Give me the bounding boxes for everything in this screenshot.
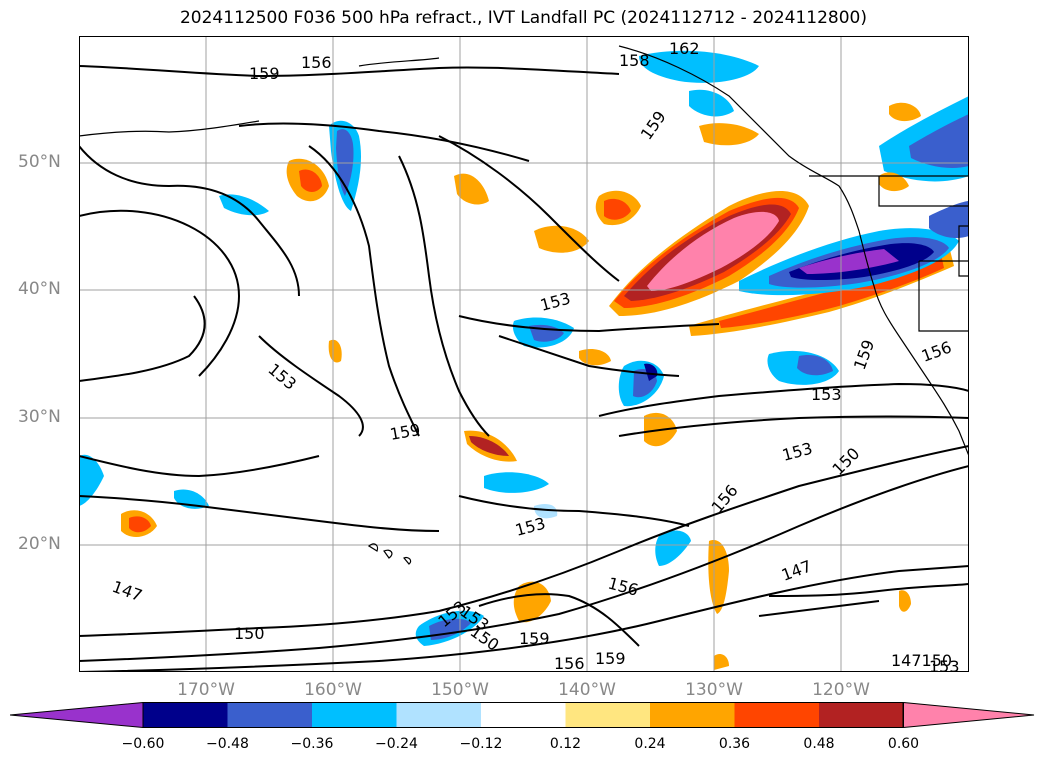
- colorbar-tick-label: 0.36: [718, 736, 751, 752]
- colorbar-segment: [143, 702, 228, 728]
- colorbar-tick-label: 0.24: [634, 736, 666, 752]
- contour-label: 159: [595, 649, 626, 668]
- contour-label: 159: [249, 64, 280, 83]
- contour-label: 156: [301, 53, 332, 72]
- lat-label: 40°N: [18, 279, 61, 299]
- map-panel: 162 158 159 156 159 153 153 159 153 156 …: [79, 36, 969, 672]
- contour-label: 153: [929, 657, 960, 672]
- colorbar-segment: [650, 702, 735, 728]
- coastline: [79, 45, 969, 565]
- colorbar-tick-label: −0.12: [459, 736, 503, 752]
- map-canvas: 162 158 159 156 159 153 153 159 153 156 …: [79, 36, 969, 672]
- contour-label: 158: [619, 51, 650, 70]
- map-title: 2024112500 F036 500 hPa refract., IVT La…: [179, 8, 867, 28]
- colorbar-segment: [481, 702, 566, 728]
- contour-label: 162: [669, 39, 700, 58]
- lat-label: 50°N: [18, 152, 61, 172]
- colorbar-tick-label: 0.12: [549, 736, 582, 752]
- colorbar-segment: [312, 702, 397, 728]
- colorbar-tick-label: −0.24: [375, 736, 418, 752]
- lon-label: 140°W: [558, 680, 616, 700]
- colorbar-segment: [227, 702, 313, 728]
- contour-label: 147150: [891, 651, 952, 670]
- lon-label: 160°W: [304, 680, 362, 700]
- lat-label: 30°N: [18, 407, 61, 427]
- colorbar-segments: [10, 702, 1035, 728]
- colorbar-extend-max: [903, 702, 1035, 728]
- colorbar-segment: [396, 702, 482, 728]
- colorbar-tick-label: −0.60: [121, 736, 165, 752]
- contour-label: 150: [234, 624, 265, 643]
- contour-label: 153: [811, 385, 842, 404]
- colorbar-tick-label: −0.48: [206, 736, 249, 752]
- shading-layer: [79, 50, 969, 670]
- map-frame: [79, 36, 969, 672]
- contour-label: 156: [554, 654, 585, 672]
- colorbar-frame: [142, 702, 904, 728]
- contour-label: 159: [519, 629, 550, 648]
- colorbar-tick-label: 0.48: [803, 736, 835, 752]
- colorbar-segment: [819, 702, 904, 728]
- lon-label: 150°W: [431, 680, 489, 700]
- colorbar-tick-label: −0.36: [290, 736, 334, 752]
- colorbar-tick-label: 0.60: [887, 736, 920, 752]
- colorbar-segment: [565, 702, 651, 728]
- colorbar-extend-min: [10, 702, 144, 728]
- colorbar: [10, 702, 1035, 728]
- lon-label: 170°W: [177, 680, 235, 700]
- lon-label: 120°W: [812, 680, 870, 700]
- lat-label: 20°N: [18, 534, 61, 554]
- graticule: [79, 36, 969, 672]
- lon-label: 130°W: [685, 680, 743, 700]
- colorbar-segment: [734, 702, 820, 728]
- height-contours: [79, 65, 969, 672]
